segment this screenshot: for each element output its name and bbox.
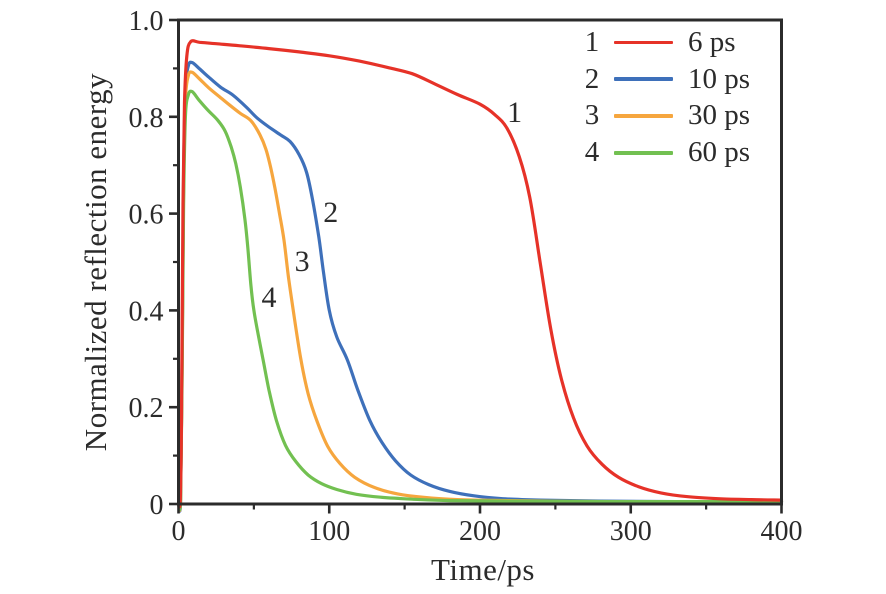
legend-line-6ps-icon: [614, 40, 673, 45]
legend-line-60ps-icon: [614, 151, 673, 155]
legend-entry-6ps: 1 6 ps: [583, 24, 750, 61]
curve-2-10ps: [176, 60, 784, 513]
curve-1-6ps: [176, 39, 784, 509]
legend-label: 30 ps: [688, 99, 751, 132]
x-axis-title: Time/ps: [430, 552, 536, 587]
x-tick-label: 100: [308, 516, 350, 547]
y-tick-label: 0.6: [129, 200, 164, 231]
legend-number: 3: [584, 99, 600, 132]
legend-number: 1: [584, 25, 600, 58]
curve-number-label-1: 1: [507, 95, 523, 129]
legend-number: 2: [584, 62, 600, 95]
legend-entry-10ps: 2 10 ps: [583, 61, 750, 98]
y-tick-label: 1.0: [129, 6, 164, 37]
curve-4-60ps: [176, 89, 784, 512]
y-tick-label: 0.8: [129, 103, 164, 134]
y-tick-label: 0.4: [129, 296, 164, 327]
curve-number-label-3: 3: [294, 245, 310, 278]
curve-number-label-4: 4: [261, 280, 277, 314]
y-tick-label: 0.2: [129, 393, 164, 424]
legend-entry-30ps: 3 30 ps: [583, 98, 750, 135]
x-tick-label: 0: [172, 516, 186, 547]
legend-label: 6 ps: [688, 25, 736, 58]
legend-line-10ps-icon: [614, 77, 673, 81]
legend-label: 60 ps: [688, 136, 751, 169]
legend-label: 10 ps: [688, 62, 751, 95]
x-tick-label: 400: [761, 516, 803, 547]
legend-entry-60ps: 4 60 ps: [583, 134, 750, 171]
legend-line-30ps-icon: [614, 114, 673, 118]
x-tick-label: 200: [459, 516, 501, 547]
curve-number-label-2: 2: [323, 196, 339, 230]
legend-number: 4: [584, 136, 600, 169]
curve-3-30ps: [176, 70, 784, 512]
y-tick-label: 0: [150, 490, 164, 521]
legend: 1 6 ps 2 10 ps 3 30 ps 4 60 ps: [583, 24, 750, 171]
y-axis-title: Normalized reflection energy: [78, 72, 113, 452]
x-tick-label: 300: [610, 516, 652, 547]
